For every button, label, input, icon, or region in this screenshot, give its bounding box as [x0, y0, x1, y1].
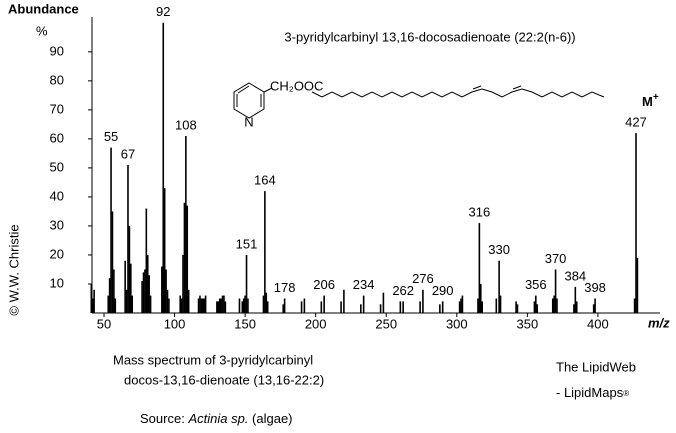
peak-label: 370 — [545, 251, 567, 266]
y-tick-label: 70 — [50, 101, 64, 116]
peak-label: 151 — [236, 236, 258, 251]
x-tick-label: 150 — [234, 316, 256, 331]
x-tick-label: 400 — [587, 316, 609, 331]
peak-label: 164 — [254, 173, 276, 188]
source-organism: Actinia sp. — [187, 411, 248, 426]
chart-title: 3-pyridylcarbinyl 13,16-docosadienoate (… — [284, 29, 575, 44]
peak-label: 262 — [392, 283, 414, 298]
y-tick-label: 40 — [50, 188, 64, 203]
structure-atom: N — [244, 114, 253, 129]
molecular-ion-superscript: + — [653, 92, 659, 103]
structure — [233, 82, 605, 119]
y-tick-label: 90 — [50, 43, 64, 58]
credit: The LipidWeb — [556, 359, 636, 374]
y-axis-label: Abundance — [8, 1, 79, 16]
y-unit: % — [36, 23, 48, 38]
credit-text: - LipidMaps — [556, 385, 624, 400]
molecular-ion-text: M — [642, 94, 653, 109]
x-tick-label: 300 — [446, 316, 468, 331]
caption-line: Mass spectrum of 3-pyridylcarbinyl — [113, 352, 313, 367]
credit-mark: ® — [623, 389, 629, 398]
caption-line: docos-13,16-dienoate (13,16-22:2) — [124, 372, 324, 387]
peak-label: 206 — [313, 277, 335, 292]
y-tick-label: 30 — [50, 217, 64, 232]
peak-label: 276 — [412, 271, 434, 286]
peak-label: 384 — [564, 268, 586, 283]
structure-group: CH₂OOC — [270, 78, 323, 93]
molecular-ion-label: M+ — [642, 92, 659, 110]
peak-label: 398 — [584, 280, 606, 295]
x-tick-label: 350 — [516, 316, 538, 331]
source: Source: Actinia sp. (algae) — [140, 411, 293, 426]
peak-label: 427 — [625, 115, 647, 130]
x-tick-label: 50 — [97, 316, 111, 331]
peak-label: 108 — [175, 117, 197, 132]
source-label: Source: — [140, 411, 185, 426]
x-axis-label: m/z — [648, 315, 670, 330]
peak-label: 178 — [274, 280, 296, 295]
y-tick-label: 10 — [50, 275, 64, 290]
y-tick-label: 80 — [50, 72, 64, 87]
peak-label: 316 — [469, 204, 491, 219]
peak-label: 92 — [156, 4, 170, 19]
source-note: (algae) — [252, 411, 292, 426]
peak-label: 330 — [488, 242, 510, 257]
x-tick-label: 100 — [164, 316, 186, 331]
peak-label: 234 — [353, 277, 375, 292]
peak-label: 55 — [104, 129, 118, 144]
peak-label: 67 — [121, 146, 135, 161]
x-tick-label: 200 — [305, 316, 327, 331]
peak-label: 356 — [525, 277, 547, 292]
y-tick-label: 60 — [50, 130, 64, 145]
x-tick-label: 250 — [375, 316, 397, 331]
y-tick-label: 20 — [50, 246, 64, 261]
credit: - LipidMaps® — [556, 385, 629, 400]
copyright: © W.W. Christie — [6, 224, 21, 315]
y-tick-label: 50 — [50, 159, 64, 174]
peak-label: 290 — [432, 283, 454, 298]
